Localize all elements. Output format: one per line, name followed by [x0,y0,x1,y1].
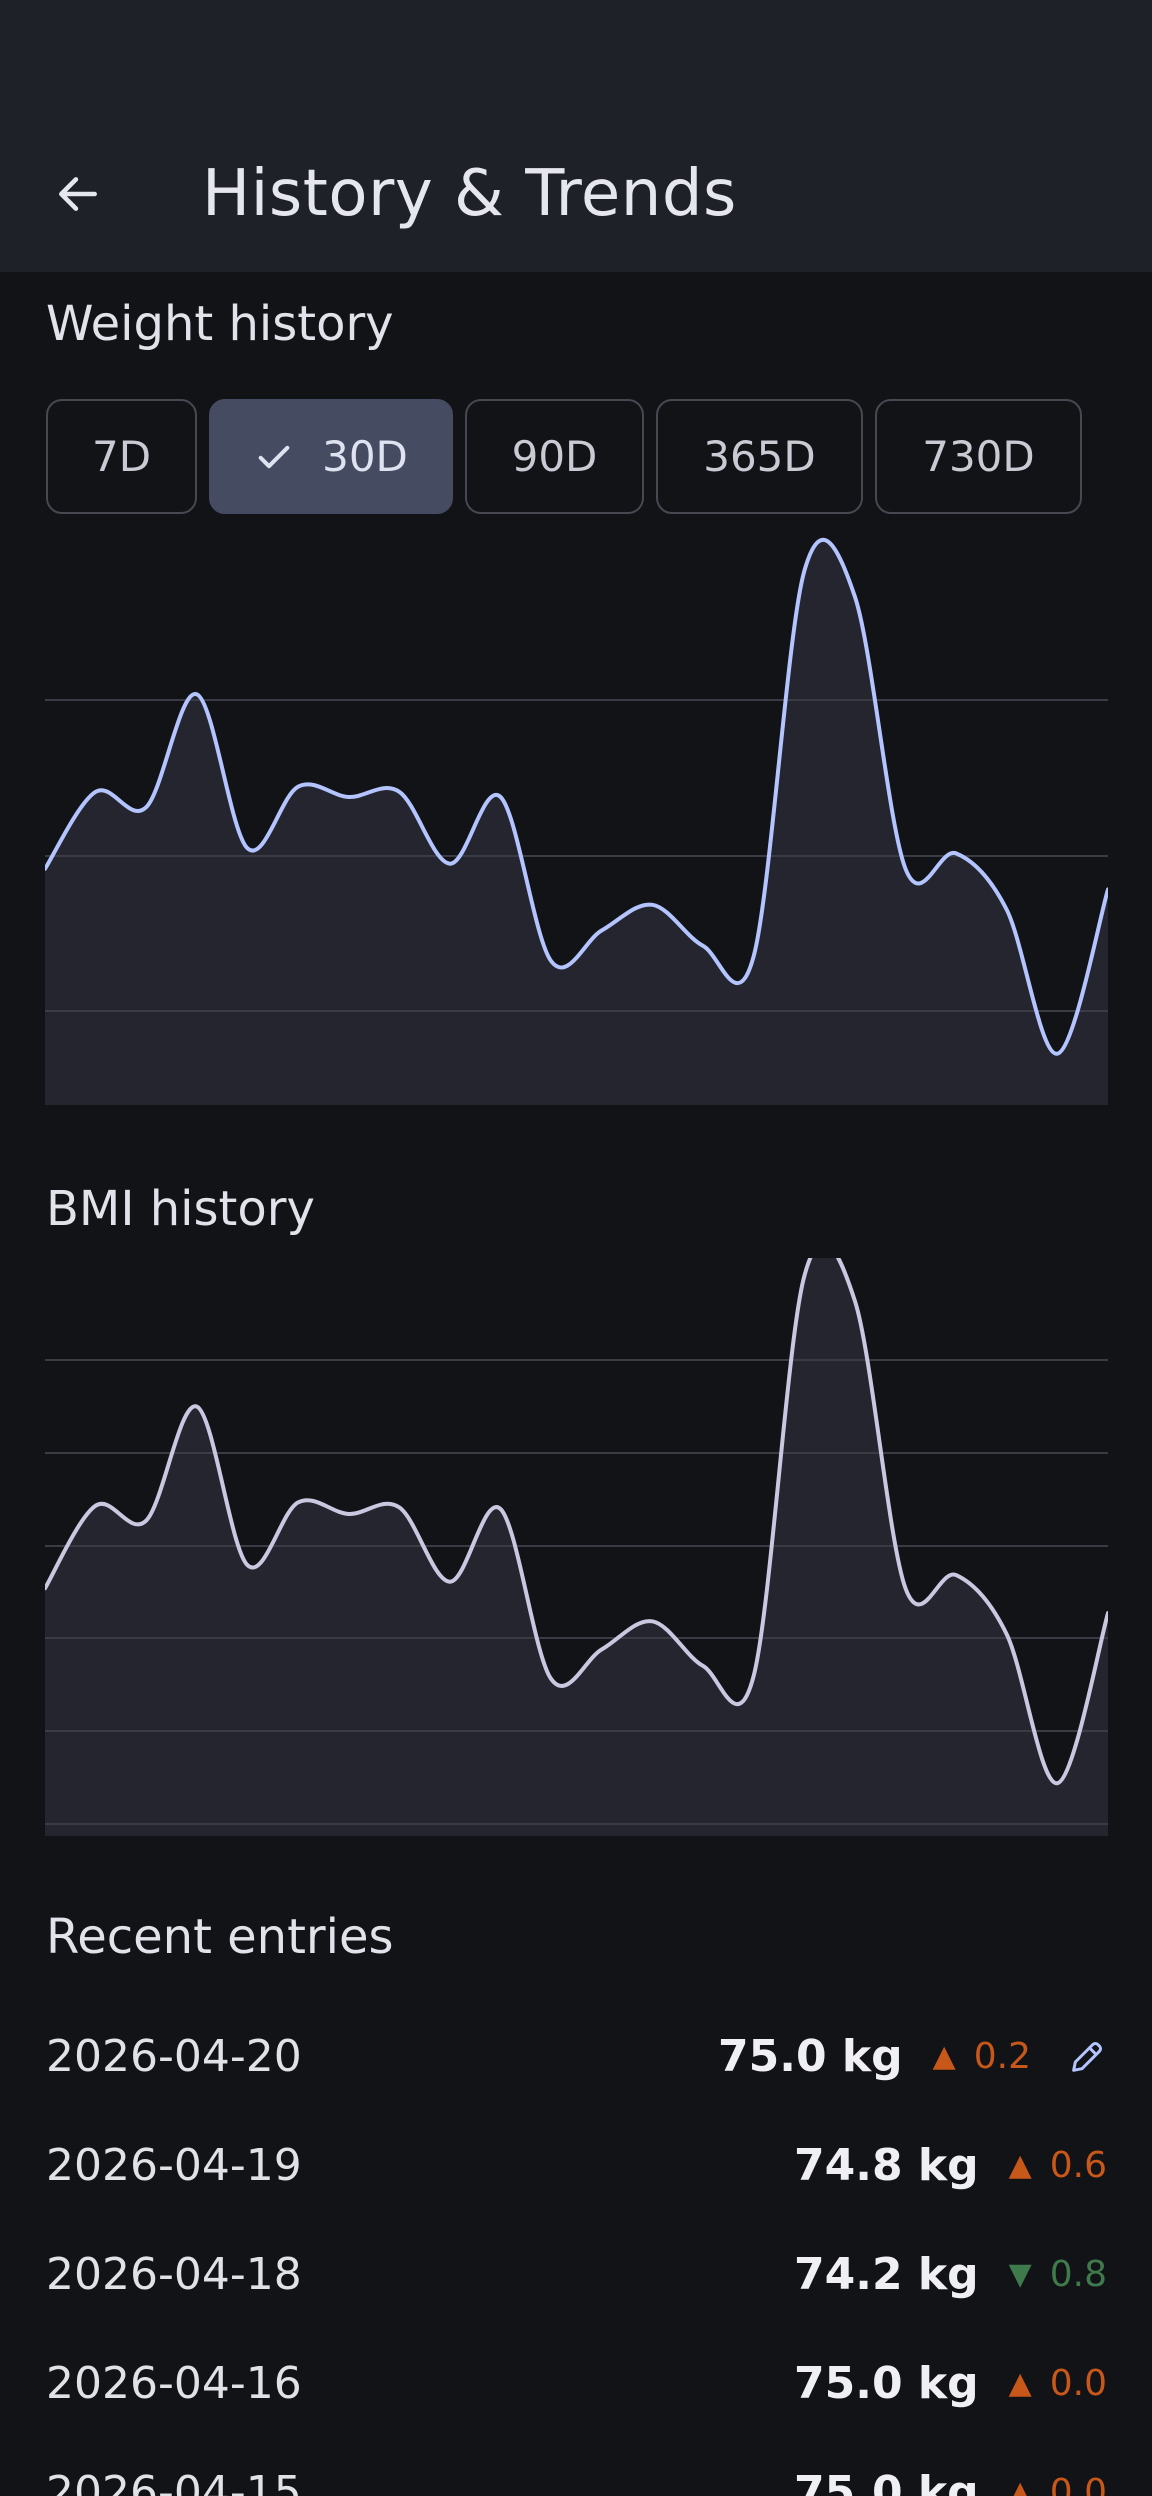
entry-delta-value: 0.6 [1049,2145,1107,2186]
range-chip-label: 30D [322,432,408,481]
page-title: History & Trends [202,157,737,231]
recent-entries-title: Recent entries [46,1909,394,1965]
range-chip-7d[interactable]: 7D [46,399,197,514]
entry-delta: ▲ 0.0 [1009,2363,1107,2404]
entry-weight: 74.2 kg [794,2249,979,2300]
weight-chart [45,537,1108,1105]
weight-area [45,539,1108,1105]
list-item[interactable]: 2026-04-18 74.2 kg ▼ 0.8 [0,2220,1152,2329]
list-item[interactable]: 2026-04-19 74.8 kg ▲ 0.6 [0,2111,1152,2220]
weight-history-title: Weight history [46,296,394,352]
entry-weight: 75.0 kg [794,2467,979,2496]
entry-delta: ▲ 0.0 [1009,2472,1107,2496]
check-icon [254,437,294,477]
range-chip-30d[interactable]: 30D [209,399,453,514]
arrow-left-icon [59,177,97,211]
arrow-up-icon: ▲ [1008,2475,1032,2496]
entry-delta: ▲ 0.2 [933,2036,1031,2077]
entry-delta-value: 0.8 [1049,2254,1107,2295]
range-chip-90d[interactable]: 90D [465,399,644,514]
entry-weight: 75.0 kg [794,2358,979,2409]
list-item[interactable]: 2026-04-16 75.0 kg ▲ 0.0 [0,2329,1152,2438]
arrow-up-icon: ▲ [932,2039,956,2074]
range-chip-365d[interactable]: 365D [656,399,863,514]
entry-delta-value: 0.2 [973,2036,1031,2077]
entry-date: 2026-04-15 [46,2467,302,2496]
range-chip-label: 7D [91,432,152,481]
entry-delta: ▲ 0.6 [1009,2145,1107,2186]
range-chip-730d[interactable]: 730D [875,399,1082,514]
entry-weight: 74.8 kg [794,2140,979,2191]
range-chip-label: 365D [703,432,816,481]
bmi-history-title: BMI history [46,1181,315,1237]
arrow-up-icon: ▲ [1008,2148,1032,2183]
range-chip-label: 90D [511,432,598,481]
entry-date: 2026-04-18 [46,2249,302,2300]
entry-delta-value: 0.0 [1049,2472,1107,2496]
arrow-up-icon: ▲ [1008,2366,1032,2401]
entry-date: 2026-04-20 [46,2031,302,2082]
entry-date: 2026-04-16 [46,2358,302,2409]
range-chip-label: 730D [922,432,1035,481]
entry-delta: ▼ 0.8 [1009,2254,1107,2295]
entry-date: 2026-04-19 [46,2140,302,2191]
back-button[interactable] [34,150,122,238]
pencil-icon [1072,2041,1103,2072]
bmi-chart [45,1258,1108,1836]
bmi-area [45,1258,1108,1836]
arrow-down-icon: ▼ [1008,2257,1032,2292]
entry-delta-value: 0.0 [1049,2363,1107,2404]
list-item[interactable]: 2026-04-20 75.0 kg ▲ 0.2 [0,2002,1152,2111]
list-item[interactable]: 2026-04-15 75.0 kg ▲ 0.0 [0,2438,1152,2496]
bmi-series-line [45,1258,1108,1786]
edit-button[interactable] [1067,2037,1107,2077]
app-bar: History & Trends [0,0,1152,272]
weight-series-line [45,537,1108,1056]
entry-weight: 75.0 kg [718,2031,903,2082]
